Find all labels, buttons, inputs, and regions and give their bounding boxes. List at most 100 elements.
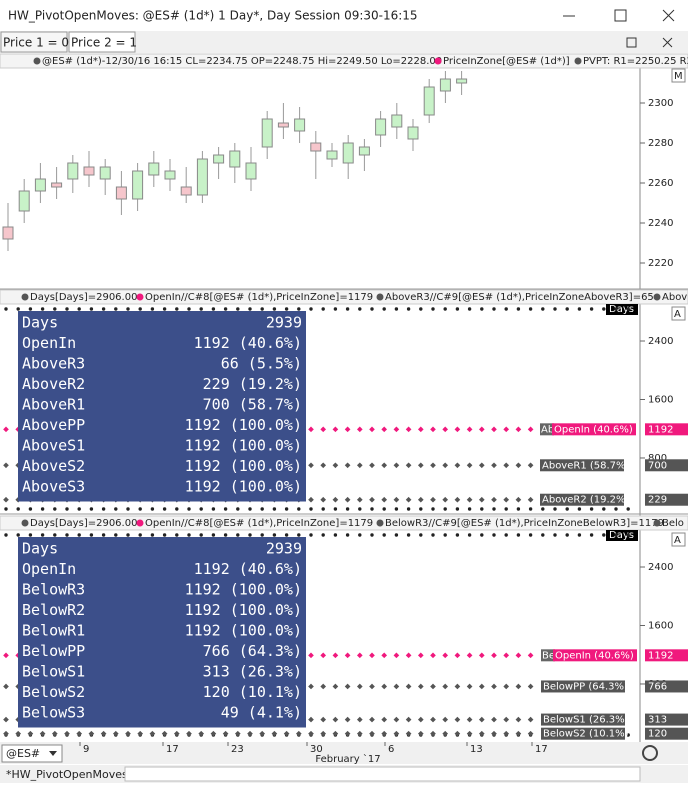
dot — [28, 307, 33, 311]
dot — [236, 533, 240, 537]
dot — [101, 507, 106, 511]
pane-header-text: AboveR3//C#9[@ES# (1d*),PriceInZoneAbove… — [385, 292, 654, 303]
dot — [541, 507, 545, 511]
maximize-button[interactable] — [614, 9, 627, 22]
candle-body — [375, 118, 387, 136]
stats-value: 1192 (100.0%) — [185, 457, 302, 475]
dot — [626, 733, 630, 737]
series-dot — [173, 730, 180, 737]
dot — [126, 533, 130, 537]
dot — [565, 307, 569, 311]
pane-badge-text: M — [674, 71, 683, 82]
close-pane-button[interactable] — [662, 37, 673, 48]
dot — [345, 507, 350, 511]
stats-name: BelowS1 — [22, 663, 85, 681]
refresh-button[interactable] — [642, 745, 658, 761]
series-dot — [442, 716, 449, 723]
candle-body — [407, 126, 419, 140]
series-dot — [503, 462, 510, 469]
series-dot — [393, 426, 400, 433]
header-marker — [136, 293, 144, 301]
stats-value: 1192 (40.6%) — [194, 334, 302, 352]
dot — [553, 507, 557, 511]
y-tick-label: 2400 — [648, 562, 673, 573]
series-dot — [381, 652, 388, 659]
dot — [321, 533, 325, 537]
series-dot — [381, 730, 388, 737]
dot — [528, 533, 533, 537]
header-marker — [434, 57, 442, 65]
dot — [602, 307, 606, 311]
series-dot — [393, 652, 400, 659]
stats-name: AboveR3 — [22, 355, 85, 373]
series-dot — [442, 426, 449, 433]
tag-value-bg — [645, 423, 688, 436]
series-dot — [454, 462, 461, 469]
tab-label: Price 2 = 1 — [71, 36, 137, 50]
dot — [406, 507, 411, 511]
dot — [443, 507, 447, 511]
dot — [406, 533, 411, 537]
dot — [504, 533, 508, 537]
dot — [406, 307, 411, 311]
dot — [565, 533, 569, 537]
series-dot — [356, 683, 363, 690]
series-dot — [64, 730, 70, 737]
dot — [40, 307, 45, 311]
series-dot — [466, 462, 473, 469]
workspace-tab[interactable]: *HW_PivotOpenMoves — [6, 768, 128, 781]
candle-body — [294, 118, 306, 132]
series-dot — [234, 730, 241, 737]
x-tick-label: 6 — [388, 744, 394, 755]
dot — [53, 533, 57, 537]
symbol-dropdown[interactable] — [49, 751, 57, 756]
dot — [272, 533, 277, 537]
series-dot — [344, 426, 351, 433]
dot — [577, 533, 582, 537]
series-dot — [137, 730, 144, 737]
dot — [297, 507, 301, 511]
y-tick-label: 2220 — [648, 258, 673, 269]
series-dot — [527, 496, 534, 503]
tab[interactable] — [0, 31, 68, 53]
series-dot — [405, 683, 412, 690]
dot — [297, 533, 301, 537]
scrollbar[interactable] — [124, 766, 641, 782]
dot — [138, 507, 142, 511]
pane-header-text: PVPT: R1=2250.25 R2 — [583, 56, 688, 67]
dot — [492, 533, 496, 537]
tab-row-controls[interactable] — [626, 37, 673, 48]
series-dot — [308, 426, 314, 433]
tag-value-bg — [645, 493, 688, 506]
close-button[interactable] — [662, 9, 675, 22]
candle-body — [358, 146, 370, 156]
series-dot — [466, 426, 473, 433]
window-controls[interactable] — [563, 9, 675, 22]
candle-body — [99, 166, 111, 180]
dot — [53, 507, 57, 511]
tag-label: OpenIn (40.6%) — [554, 424, 633, 435]
pane-badge — [671, 532, 686, 547]
dot — [199, 507, 203, 511]
restore-button[interactable] — [626, 37, 637, 48]
series-dot — [527, 652, 534, 659]
series-dot — [503, 683, 510, 690]
dot — [65, 307, 69, 311]
series-dot — [369, 683, 375, 690]
dot — [589, 307, 594, 311]
pane-header-text: Belo — [662, 518, 684, 529]
x-tick-label: 30 — [310, 744, 323, 755]
symbol-box[interactable] — [1, 744, 63, 763]
dot — [175, 507, 179, 511]
dot — [150, 533, 155, 537]
series-dot — [271, 730, 278, 737]
tab[interactable] — [68, 31, 136, 53]
candle-body — [391, 114, 403, 128]
header-marker — [33, 57, 41, 65]
dot — [321, 507, 325, 511]
dot — [541, 307, 545, 311]
dot — [528, 507, 533, 511]
series-dot — [478, 652, 485, 659]
dot — [309, 507, 313, 511]
dot — [480, 533, 484, 537]
